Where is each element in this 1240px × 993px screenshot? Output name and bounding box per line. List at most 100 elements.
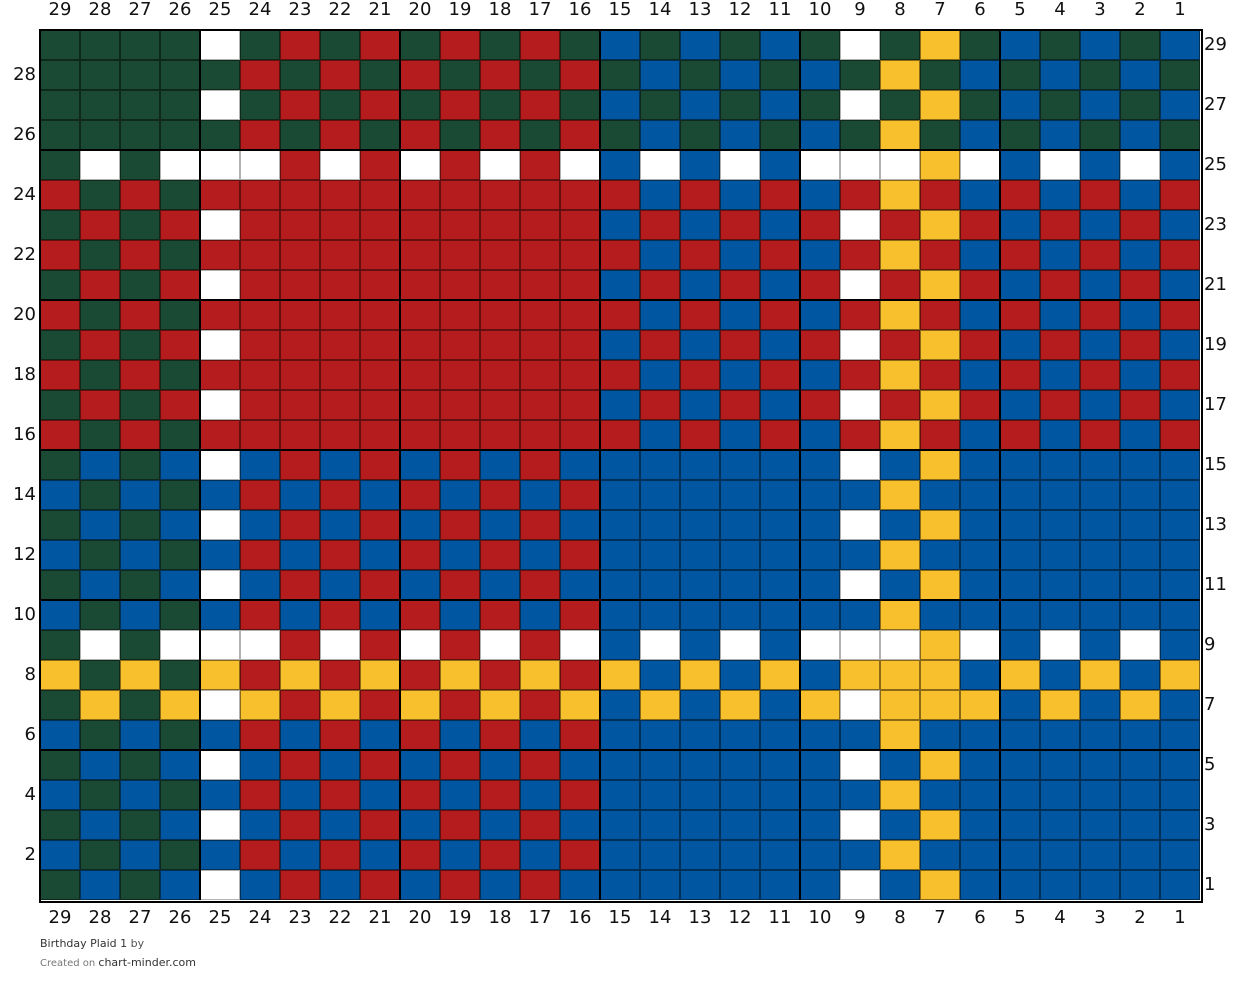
grid-cell — [1160, 270, 1200, 300]
grid-cell — [560, 270, 600, 300]
grid-cell — [880, 780, 920, 810]
grid-cell — [200, 720, 240, 750]
grid-cell — [400, 120, 440, 150]
grid-cell — [720, 510, 760, 540]
grid-cell — [920, 750, 960, 780]
grid-cell — [520, 90, 560, 120]
column-label: 1 — [1174, 0, 1186, 20]
grid-cell — [520, 660, 560, 690]
grid-cell — [360, 120, 400, 150]
grid-cell — [1000, 30, 1040, 60]
site-link[interactable]: chart-minder.com — [98, 956, 196, 969]
grid-cell — [640, 510, 680, 540]
grid-cell — [280, 90, 320, 120]
row-label: 4 — [24, 784, 36, 805]
grid-cell — [80, 630, 120, 660]
grid-cell — [920, 330, 960, 360]
grid-cell — [520, 180, 560, 210]
row-label: 15 — [1204, 454, 1227, 475]
grid-cell — [1160, 810, 1200, 840]
grid-cell — [680, 540, 720, 570]
grid-cell — [360, 630, 400, 660]
grid-cell — [40, 450, 80, 480]
grid-cell — [960, 150, 1000, 180]
grid-cell — [920, 210, 960, 240]
grid-cell — [200, 360, 240, 390]
column-label: 23 — [288, 907, 312, 928]
grid-cell — [520, 750, 560, 780]
grid-cell — [720, 330, 760, 360]
column-label: 2 — [1134, 907, 1146, 928]
grid-cell — [560, 570, 600, 600]
grid-cell — [1080, 120, 1120, 150]
grid-cell — [320, 450, 360, 480]
grid-cell — [280, 510, 320, 540]
grid-cell — [1080, 840, 1120, 870]
grid-cell — [600, 300, 640, 330]
grid-cell — [160, 270, 200, 300]
grid-cell — [40, 330, 80, 360]
grid-cell — [240, 30, 280, 60]
grid-cell — [360, 450, 400, 480]
grid-cell — [520, 330, 560, 360]
grid-cell — [920, 480, 960, 510]
grid-cell — [440, 180, 480, 210]
grid-cell — [720, 150, 760, 180]
grid-cell — [280, 390, 320, 420]
grid-cell — [440, 450, 480, 480]
grid-cell — [920, 240, 960, 270]
grid-cell — [680, 810, 720, 840]
plaid-chart-grid — [40, 30, 1200, 900]
grid-cell — [720, 120, 760, 150]
grid-cell — [760, 270, 800, 300]
grid-cell — [520, 570, 560, 600]
grid-cell — [880, 540, 920, 570]
grid-cell — [440, 720, 480, 750]
row-label: 18 — [13, 364, 36, 385]
grid-cell — [440, 690, 480, 720]
column-label: 10 — [808, 0, 832, 20]
grid-cell — [1000, 390, 1040, 420]
grid-cell — [120, 90, 160, 120]
grid-cell — [40, 840, 80, 870]
grid-cell — [1000, 690, 1040, 720]
grid-cell — [200, 480, 240, 510]
grid-cell — [360, 660, 400, 690]
grid-cell — [680, 330, 720, 360]
grid-cell — [1120, 300, 1160, 330]
grid-cell — [760, 870, 800, 900]
grid-cell — [1000, 210, 1040, 240]
grid-cell — [360, 360, 400, 390]
grid-cell — [760, 750, 800, 780]
grid-cell — [600, 540, 640, 570]
grid-cell — [680, 570, 720, 600]
column-label: 12 — [728, 907, 752, 928]
grid-cell — [1040, 540, 1080, 570]
grid-cell — [400, 60, 440, 90]
grid-cell — [880, 870, 920, 900]
grid-cell — [600, 420, 640, 450]
grid-cell — [280, 810, 320, 840]
grid-cell — [1000, 150, 1040, 180]
grid-cell — [1040, 90, 1080, 120]
grid-cell — [800, 750, 840, 780]
grid-cell — [1160, 210, 1200, 240]
grid-cell — [400, 30, 440, 60]
grid-cell — [760, 210, 800, 240]
grid-cell — [1120, 180, 1160, 210]
grid-cell — [640, 660, 680, 690]
grid-cell — [720, 420, 760, 450]
grid-cell — [1160, 240, 1200, 270]
grid-cell — [120, 420, 160, 450]
grid-cell — [440, 60, 480, 90]
column-label: 2 — [1134, 0, 1146, 20]
grid-cell — [1120, 420, 1160, 450]
grid-cell — [640, 270, 680, 300]
grid-cell — [1000, 840, 1040, 870]
grid-cell — [200, 120, 240, 150]
grid-cell — [160, 510, 200, 540]
grid-cell — [280, 360, 320, 390]
grid-cell — [480, 750, 520, 780]
grid-cell — [920, 390, 960, 420]
grid-cell — [40, 420, 80, 450]
